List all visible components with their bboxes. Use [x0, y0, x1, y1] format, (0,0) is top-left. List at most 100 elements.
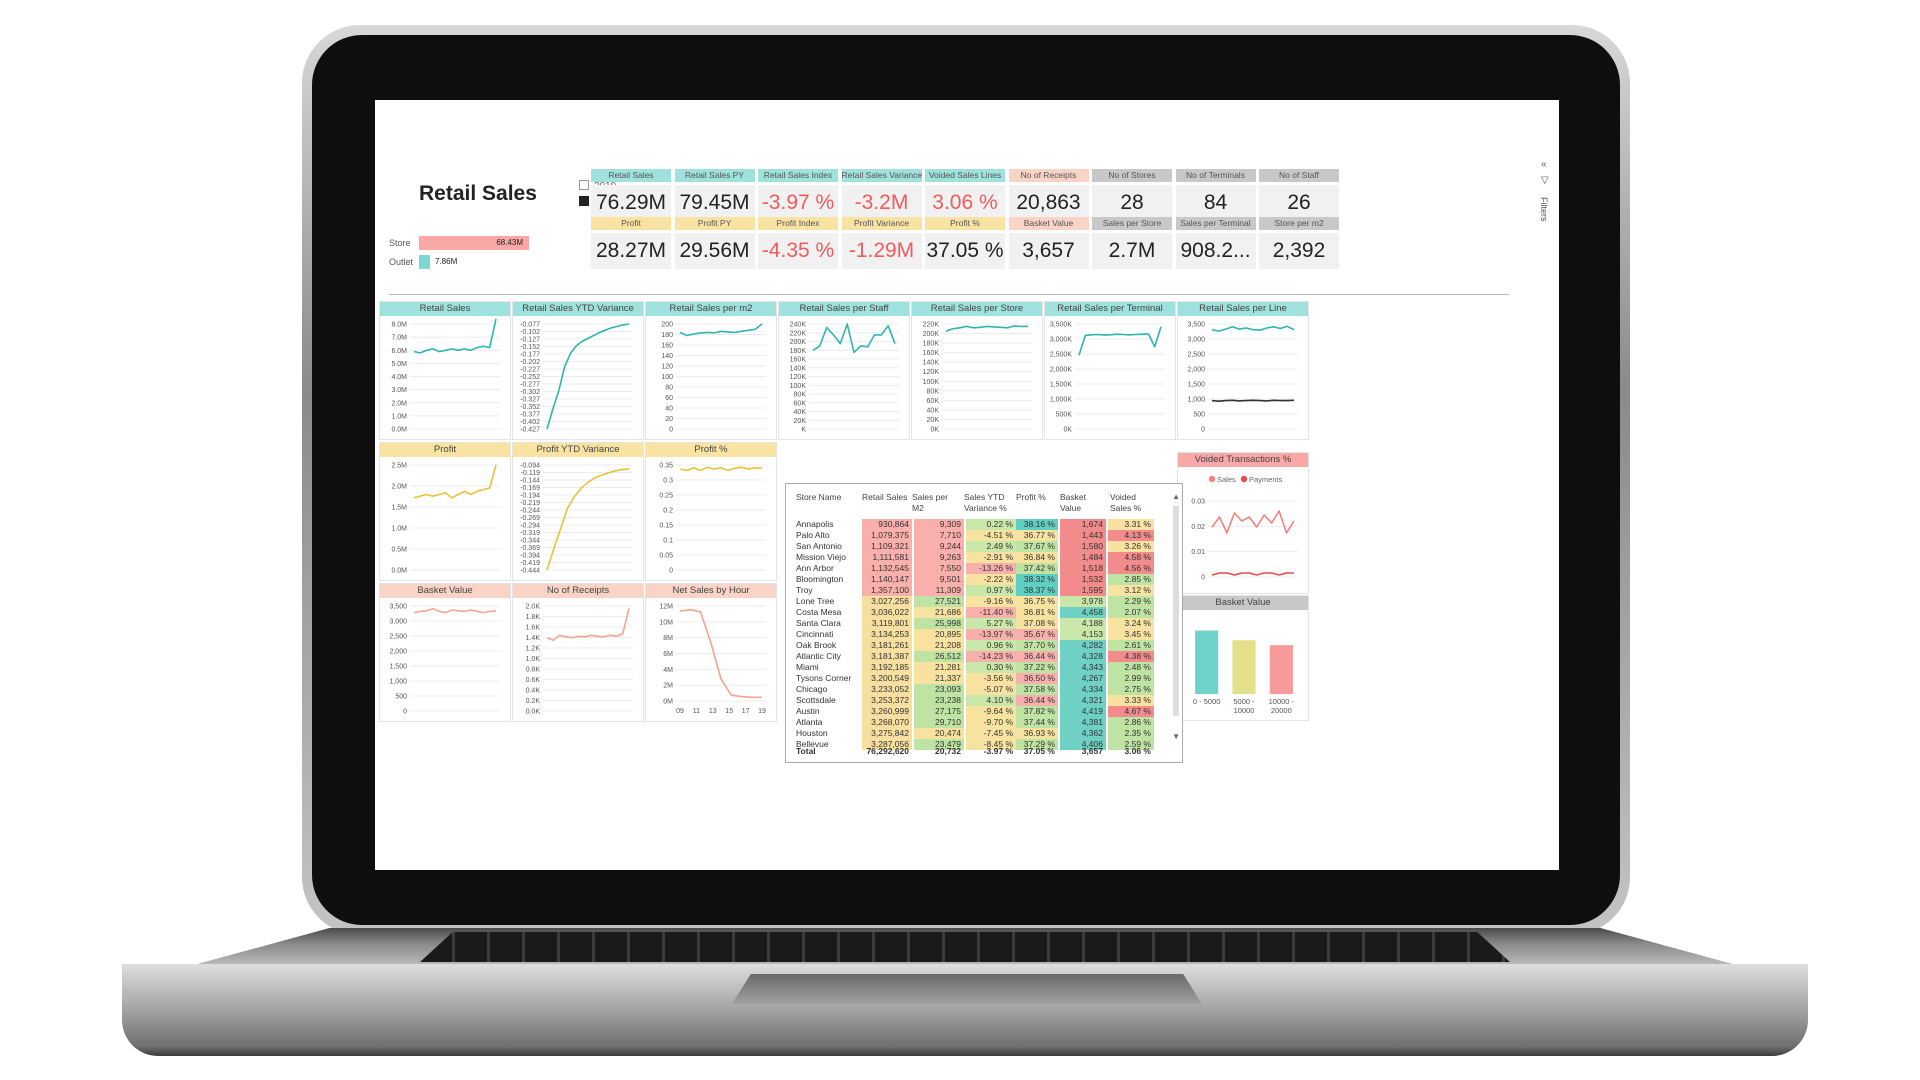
kpi-card-profit[interactable]: Profit 28.27M	[591, 217, 671, 269]
table-row[interactable]: Mission Viejo 1,111,581 9,263 -2.91 % 36.84 …	[786, 552, 1166, 563]
table-row[interactable]: Santa Clara 3,119,801 25,998 5.27 % 37.08 % 4…	[786, 618, 1166, 629]
kpi-card-no-of-staff[interactable]: No of Staff 26	[1259, 169, 1339, 221]
series-line[interactable]	[1211, 510, 1295, 534]
table-row[interactable]: Cincinnati 3,134,253 20,895 -13.97 % 35.67 %…	[786, 629, 1166, 640]
kpi-card-sales-per-store[interactable]: Sales per Store 2.7M	[1092, 217, 1172, 269]
series-line[interactable]	[812, 323, 896, 354]
kpi-card-profit-variance[interactable]: Profit Variance -1.29M	[841, 217, 922, 269]
series-line[interactable]	[679, 323, 763, 337]
series-line[interactable]	[945, 325, 1028, 332]
chart-tile-retail-sales-per-m2[interactable]: Retail Sales per m2 200 180 160 140 120 100 80 6…	[645, 301, 777, 440]
chart-tile-retail-sales-per-terminal[interactable]: Retail Sales per Terminal 3,500K 3,000K 2,5…	[1044, 301, 1176, 440]
table-row[interactable]: Tysons Corner 3,200,549 21,337 -3.56 % 36.50…	[786, 673, 1166, 684]
table-row[interactable]: Atlantic City 3,181,387 26,512 -14.23 % 36.4…	[786, 651, 1166, 662]
legend-label[interactable]: Payments	[1249, 475, 1283, 484]
bar[interactable]	[1269, 645, 1293, 694]
kpi-card-basket-value[interactable]: Basket Value 3,657	[1008, 217, 1089, 269]
kpi-card-no-of-terminals[interactable]: No of Terminals 84	[1175, 169, 1256, 221]
kpi-card-profit-index[interactable]: Profit Index -4.35 %	[758, 217, 838, 269]
table-row[interactable]: Atlanta 3,268,070 29,710 -9.70 % 37.44 % 4,38…	[786, 717, 1166, 728]
table-row[interactable]: Austin 3,260,999 27,175 -9.64 % 37.82 % 4,419…	[786, 706, 1166, 717]
table-scrollbar[interactable]	[1173, 506, 1179, 716]
kpi-card-retail-sales-index[interactable]: Retail Sales Index -3.97 %	[758, 169, 838, 221]
series-line[interactable]	[413, 318, 497, 354]
store-name-cell: San Antonio	[796, 541, 842, 551]
table-cell: 27,521	[914, 596, 964, 607]
col-profit-pct[interactable]: Profit %	[1016, 492, 1046, 502]
table-row[interactable]: San Antonio 1,109,321 9,244 2.49 % 37.67 % 1,…	[786, 541, 1166, 552]
kpi-card-retail-sales-variance[interactable]: Retail Sales Variance -3.2M	[841, 169, 922, 221]
kpi-value: 37.05 %	[925, 233, 1005, 269]
col-voided-sales[interactable]: Voided Sales %	[1110, 492, 1142, 513]
series-line-secondary[interactable]	[1211, 399, 1295, 402]
chart-tile-retail-sales-per-staff[interactable]: Retail Sales per Staff 240K 220K 200K 180K 16…	[778, 301, 910, 440]
chart-tile-voided-transactions[interactable]: Voided Transactions % Sales Payments 0.03 0.…	[1177, 452, 1309, 594]
table-row[interactable]: Miami 3,192,185 21,281 0.30 % 37.22 % 4,343 2.…	[786, 662, 1166, 673]
table-row[interactable]: Oak Brook 3,181,261 21,208 0.96 % 37.70 % 4,2…	[786, 640, 1166, 651]
bar[interactable]	[1195, 630, 1219, 694]
series-line[interactable]	[546, 323, 630, 430]
table-cell: 1,357,100	[862, 585, 912, 596]
series-line[interactable]	[413, 607, 497, 614]
scroll-down-icon[interactable]: ▼	[1172, 732, 1180, 741]
chart-tile-net-sales-by-hour[interactable]: Net Sales by Hour 12M 10M 8M 6M 4M 2M 0M 09 11 13 1…	[645, 583, 777, 722]
table-cell: 1,109,321	[862, 541, 912, 552]
store-type-bar-store[interactable]: 68.43M	[419, 236, 529, 250]
chart-tile-profit[interactable]: Profit 2.5M 2.0M 1.5M 1.0M 0.5M 0.0M	[379, 442, 511, 581]
kpi-card-retail-sales-py[interactable]: Retail Sales PY 79.45M	[674, 169, 755, 221]
col-sales-ytd-variance[interactable]: Sales YTD Variance %	[964, 492, 1007, 513]
table-row[interactable]: Annapolis 930,864 9,309 0.22 % 38.16 % 1,674 3…	[786, 519, 1166, 530]
chart-tile-profit[interactable]: Profit % 0.35 0.3 0.25 0.2 0.15 0.1 0.05 0	[645, 442, 777, 581]
series-line[interactable]	[546, 608, 630, 641]
col-sales-per-m2[interactable]: Sales per M2	[912, 492, 948, 513]
table-row[interactable]: Scottsdale 3,253,372 23,238 4.10 % 36.44 % 4,…	[786, 695, 1166, 706]
chart-tile-profit-ytd-variance[interactable]: Profit YTD Variance -0.094 -0.119 -0.144 -0.…	[512, 442, 644, 581]
table-row[interactable]: Bloomington 1,140,147 9,501 -2.22 % 38.32 % 1…	[786, 574, 1166, 585]
series-line-secondary[interactable]	[1211, 572, 1294, 576]
table-row[interactable]: Palo Alto 1,079,375 7,710 -4.51 % 36.77 % 1,4…	[786, 530, 1166, 541]
store-name-cell: Mission Viejo	[796, 552, 846, 562]
chart-tile-retail-sales[interactable]: Retail Sales 8.0M 7.0M 6.0M 5.0M 4.0M 3.0M 2.0M…	[379, 301, 511, 440]
bar[interactable]	[1232, 640, 1256, 694]
store-table[interactable]: Store Name Retail Sales Sales per M2 Sal…	[785, 483, 1183, 763]
chart-tile-basket-value[interactable]: Basket Value 3,500 3,000 2,500 2,000 1,500 1,0…	[379, 583, 511, 722]
kpi-card-sales-per-terminal[interactable]: Sales per Terminal 908.2...	[1175, 217, 1256, 269]
chart-tile-retail-sales-ytd-variance[interactable]: Retail Sales YTD Variance -0.077 -0.102 -0.…	[512, 301, 644, 440]
table-row[interactable]: Ann Arbor 1,132,545 7,550 -13.26 % 37.42 % 1,…	[786, 563, 1166, 574]
kpi-card-profit[interactable]: Profit % 37.05 %	[925, 217, 1005, 269]
chart-tile-no-of-receipts[interactable]: No of Receipts 2.0K 1.8K 1.6K 1.4K 1.2K 1.0K 0.…	[512, 583, 644, 722]
series-line[interactable]	[1078, 326, 1162, 356]
kpi-card-no-of-stores[interactable]: No of Stores 28	[1092, 169, 1172, 221]
series-line[interactable]	[679, 608, 762, 699]
chart-tile-retail-sales-per-line[interactable]: Retail Sales per Line 3,500 3,000 2,500 2,00…	[1177, 301, 1309, 440]
kpi-card-profit-py[interactable]: Profit PY 29.56M	[674, 217, 755, 269]
kpi-card-no-of-receipts[interactable]: No of Receipts 20,863	[1008, 169, 1089, 221]
table-row[interactable]: Bellevue 3,287,056 23,479 -8.45 % 37.29 % 4,4…	[786, 739, 1166, 750]
store-name-cell: Miami	[796, 662, 819, 672]
store-type-bar-outlet[interactable]: 7.86M	[419, 255, 457, 269]
table-row[interactable]: Chicago 3,233,052 23,093 -5.07 % 37.58 % 4,33…	[786, 684, 1166, 695]
filters-pane-toggle[interactable]: « ▽ Filters	[1537, 159, 1557, 223]
table-row[interactable]: Lone Tree 3,027,256 27,521 -9.16 % 36.75 % 3,…	[786, 596, 1166, 607]
scroll-up-icon[interactable]: ▲	[1172, 492, 1180, 501]
collapse-chevron-icon[interactable]: «	[1541, 159, 1547, 170]
legend-label[interactable]: Sales	[1217, 475, 1236, 484]
table-row[interactable]: Troy 1,357,100 11,309 0.97 % 38.37 % 1,595 3.1…	[786, 585, 1166, 596]
col-store-name[interactable]: Store Name	[796, 492, 842, 502]
series-line[interactable]	[413, 464, 497, 499]
y-tick-label: 100K	[790, 383, 807, 390]
kpi-card-retail-sales[interactable]: Retail Sales 76.29M	[591, 169, 671, 221]
table-row[interactable]: Costa Mesa 3,036,022 21,686 -11.40 % 36.81 %…	[786, 607, 1166, 618]
y-tick-label: -0.419	[520, 560, 540, 567]
chart-tile-retail-sales-per-store[interactable]: Retail Sales per Store 220K 200K 180K 160K 14…	[911, 301, 1043, 440]
col-retail-sales[interactable]: Retail Sales	[862, 492, 908, 502]
chart-tile-basket-value[interactable]: Basket Value 0 - 5000 5000 -10000 10000 -20…	[1177, 595, 1309, 721]
kpi-card-voided-sales-lines[interactable]: Voided Sales Lines 3.06 %	[925, 169, 1005, 221]
table-row[interactable]: Houston 3,275,842 20,474 -7.45 % 36.93 % 4,36…	[786, 728, 1166, 739]
series-line[interactable]	[546, 468, 630, 571]
series-line[interactable]	[679, 466, 763, 472]
kpi-value: 76.29M	[591, 185, 671, 221]
kpi-card-store-per-m2[interactable]: Store per m2 2,392	[1259, 217, 1339, 269]
col-basket-value[interactable]: Basket Value	[1060, 492, 1086, 513]
series-line[interactable]	[1211, 325, 1295, 332]
